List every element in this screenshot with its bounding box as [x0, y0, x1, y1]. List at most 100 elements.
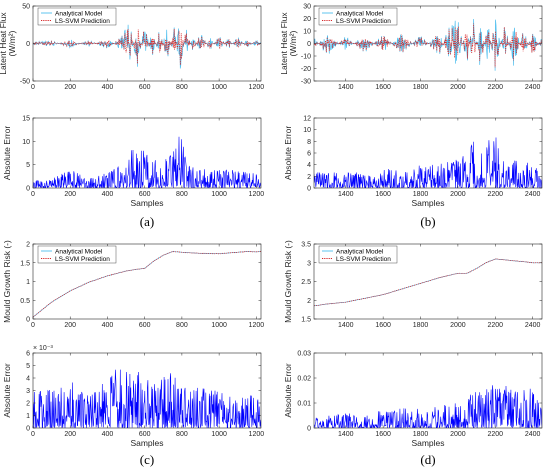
y-tick-label: 4 [307, 162, 311, 169]
y-axis-label: Absolute Error [283, 126, 293, 180]
y-tick-label: -50 [20, 79, 30, 86]
chart-b-bottom: 1400 1600 1800 2000 2200 2400 0 2 4 6 8 10 12 Samples… [283, 116, 543, 208]
plot-frame [32, 117, 262, 189]
y-axis-label: Mould Growth Risk (-) [2, 240, 12, 323]
x-tick-label: 600 [139, 84, 151, 91]
y-tick-label: 6 [307, 151, 311, 158]
x-tick-label: 400 [102, 431, 114, 438]
y-tick-label: 20 [303, 16, 311, 23]
y-tick-label: 0 [307, 426, 311, 433]
y-tick-label: 0 [26, 426, 30, 433]
x-tick-label: 400 [102, 322, 114, 329]
x-tick-label: 400 [102, 84, 114, 91]
series-line-prediction [314, 258, 542, 307]
series-line-error [33, 136, 261, 188]
x-tick-label: 1600 [375, 431, 391, 438]
x-tick-label: 2000 [450, 431, 466, 438]
y-tick-label: 0 [307, 186, 311, 193]
x-tick-label: 1000 [211, 191, 227, 198]
x-tick-label: 2200 [487, 431, 503, 438]
y-tick-label: 10 [22, 139, 30, 146]
x-tick-label: 1600 [375, 84, 391, 91]
y-tick-label: 1 [26, 279, 30, 286]
y-tick-label: 0.02 [297, 376, 311, 383]
x-tick-label: 200 [64, 431, 76, 438]
series-line-prediction [33, 250, 261, 318]
x-axis-label: Samples [411, 438, 444, 448]
x-axis-label: Samples [130, 438, 163, 448]
x-tick-label: 1600 [375, 322, 391, 329]
x-tick-label: 200 [64, 191, 76, 198]
y-tick-label: 0.03 [297, 351, 311, 358]
y-axis-label: Absolute Error [283, 363, 293, 417]
x-tick-label: 2200 [487, 191, 503, 198]
x-tick-label: 1400 [338, 191, 354, 198]
x-axis-label: Samples [130, 198, 163, 208]
x-tick-label: 2400 [525, 84, 541, 91]
x-tick-label: 2000 [450, 84, 466, 91]
y-tick-label: 30 [303, 4, 311, 11]
y-tick-label: 15 [22, 116, 30, 123]
y-tick-label: 1.5 [301, 317, 311, 324]
x-tick-label: 600 [139, 322, 151, 329]
y-axis-label: Latent Heat Flux [279, 12, 289, 75]
x-tick-label: 2400 [525, 191, 541, 198]
x-tick-label: 2200 [487, 84, 503, 91]
x-tick-label: 2400 [525, 431, 541, 438]
y-tick-label: 6 [26, 351, 30, 358]
y-axis-label: (W/m²) [288, 30, 298, 56]
x-tick-label: 0 [31, 84, 35, 91]
x-tick-label: 1200 [249, 322, 265, 329]
chart-c-top: 0 200 400 600 800 1000 1200 0 0.5 1 1.5 2 Mould Grow… [2, 240, 264, 329]
x-tick-label: 800 [176, 191, 188, 198]
y-tick-label: 0.5 [20, 298, 30, 305]
x-tick-label: 800 [176, 431, 188, 438]
series-line-error [33, 369, 261, 428]
y-tick-label: -10 [301, 54, 311, 61]
y-tick-label: -30 [301, 79, 311, 86]
y-axis-label: Absolute Error [2, 363, 12, 417]
x-tick-label: 2000 [450, 191, 466, 198]
x-tick-label: 800 [176, 322, 188, 329]
y-tick-label: 3 [26, 388, 30, 395]
x-axis-label: Samples [411, 198, 444, 208]
y-tick-label: 2 [307, 174, 311, 181]
y-tick-label: 3 [307, 260, 311, 267]
x-tick-label: 800 [176, 84, 188, 91]
legend-label-prediction: LS-SVM Prediction [336, 256, 391, 263]
series-group [314, 258, 542, 307]
series-group [314, 18, 542, 71]
series-group [33, 250, 261, 318]
legend-box [37, 245, 117, 264]
y-tick-label: 2 [26, 242, 30, 249]
x-tick-label: 1800 [413, 84, 429, 91]
y-axis-label: (W/m²) [7, 30, 17, 56]
panel-label: (d) [420, 452, 435, 467]
legend-box [318, 245, 398, 264]
x-tick-label: 1200 [249, 191, 265, 198]
y-axis-label: Absolute Error [2, 126, 12, 180]
x-tick-label: 2000 [450, 322, 466, 329]
x-tick-label: 1000 [211, 322, 227, 329]
y-tick-label: 2 [307, 298, 311, 305]
legend-box [318, 7, 398, 26]
plot-frame [313, 352, 543, 429]
x-tick-label: 1600 [375, 191, 391, 198]
legend-label-prediction: LS-SVM Prediction [336, 18, 391, 25]
y-tick-label: 1.5 [20, 260, 30, 267]
chart-d-top: 1400 1600 1800 2000 2200 2400 1.5 2 2.5 3 3.5 Mould… [283, 240, 543, 329]
series-group [314, 137, 542, 188]
y-tick-label: 0 [26, 317, 30, 324]
series-line-prediction [33, 28, 261, 66]
series-group [33, 369, 261, 428]
y-tick-label: 2 [26, 401, 30, 408]
x-tick-label: 600 [139, 431, 151, 438]
x-tick-label: 1200 [249, 431, 265, 438]
y-tick-label: 2.5 [301, 279, 311, 286]
panel-label: (b) [420, 214, 435, 229]
